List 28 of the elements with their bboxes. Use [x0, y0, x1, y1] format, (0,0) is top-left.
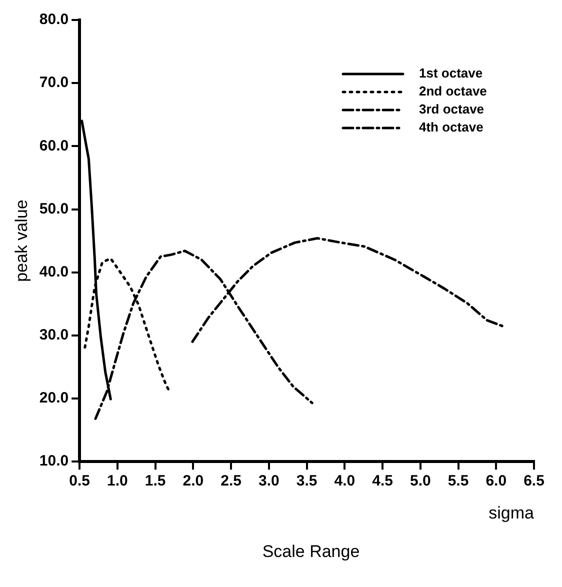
x-tick-label: 3.0 [258, 472, 280, 490]
y-tick-label: 50.0 [39, 200, 69, 218]
x-tick-label: 5.0 [410, 472, 431, 490]
x-tick-label: 2.0 [182, 472, 204, 490]
y-tick-label: 40.0 [39, 263, 69, 280]
x-tick-label: 4.0 [334, 472, 356, 490]
y-tick-label: 30.0 [39, 326, 69, 344]
y-tick-label: 80.0 [39, 11, 69, 28]
legend-label: 2nd octave [419, 84, 487, 99]
y-tick-label: 20.0 [39, 390, 69, 407]
x-tick-label: 5.5 [448, 472, 469, 490]
x-tick-label: 2.5 [220, 472, 242, 490]
y-tick-label: 10.0 [39, 452, 69, 470]
legend-label: 1st octave [419, 66, 483, 81]
x-tick-label: 6.0 [486, 472, 507, 490]
text: Scale Range [261, 542, 361, 562]
x-tick-label: 0.5 [69, 472, 90, 490]
y-tick-label: 60.0 [39, 137, 69, 154]
x-tick-label: 6.5 [524, 472, 544, 490]
legend-label: 4th octave [419, 120, 484, 135]
y-tick-label: 70.0 [39, 74, 69, 92]
x-tick-label: 4.5 [372, 472, 393, 490]
legend-label: 3rd octave [419, 102, 484, 117]
x-axis-title: sigma [488, 503, 535, 522]
y-axis-title: peak value [12, 200, 31, 282]
x-tick-label: 1.0 [107, 472, 128, 490]
x-tick-label: 3.5 [296, 472, 318, 490]
x-tick-label: 1.5 [144, 472, 166, 490]
